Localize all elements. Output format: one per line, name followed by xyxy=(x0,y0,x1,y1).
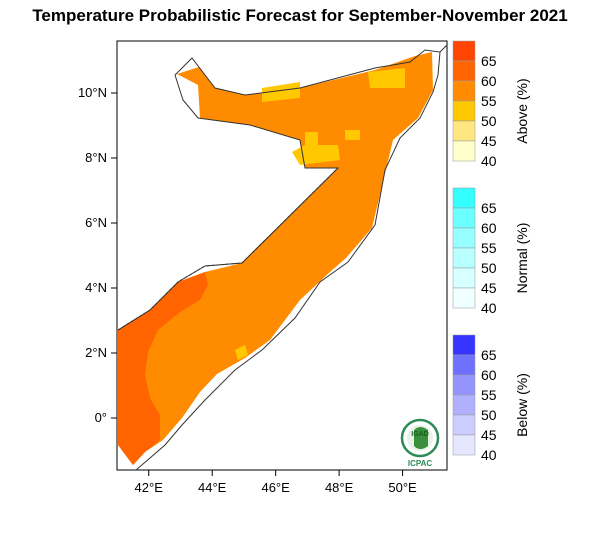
igad-icpac-logo: IGAD ICPAC xyxy=(400,418,440,468)
legend-swatch xyxy=(452,140,476,162)
legend-level-label: 45 xyxy=(481,427,497,443)
above-50-patch-central xyxy=(292,132,340,165)
neighbor-border-yemen xyxy=(439,44,448,53)
legend-swatch xyxy=(452,334,476,356)
neighbor-border-ethiopia xyxy=(117,167,339,331)
legend-level-label: 65 xyxy=(481,53,497,69)
legend-level-label: 65 xyxy=(481,200,497,216)
legend-level-label: 50 xyxy=(481,113,497,129)
y-tick-label: 8°N xyxy=(85,150,107,165)
x-axis: 42°E 44°E 46°E 48°E 50°E xyxy=(135,470,417,495)
legend-title: Below (%) xyxy=(514,373,530,437)
legend-title: Normal (%) xyxy=(514,223,530,294)
legend-level-label: 65 xyxy=(481,347,497,363)
legend-level-label: 50 xyxy=(481,260,497,276)
legend-swatch xyxy=(452,40,476,62)
y-tick-label: 0° xyxy=(95,410,107,425)
legend-swatch xyxy=(452,100,476,122)
y-tick-label: 2°N xyxy=(85,345,107,360)
above-60-region xyxy=(118,272,208,465)
somalia-coastline xyxy=(117,49,441,471)
legend-level-label: 55 xyxy=(481,387,497,403)
legend-swatch xyxy=(452,207,476,229)
legend-level-label: 40 xyxy=(481,153,497,169)
y-axis: 0° 2°N 4°N 6°N 8°N 10°N xyxy=(78,85,117,425)
map-title: Temperature Probabilistic Forecast for S… xyxy=(32,6,568,25)
legend-level-label: 60 xyxy=(481,73,497,89)
x-tick-label: 48°E xyxy=(325,480,354,495)
x-tick-label: 42°E xyxy=(135,480,164,495)
y-tick-label: 10°N xyxy=(78,85,107,100)
legend-swatch xyxy=(452,120,476,142)
legend-swatch xyxy=(452,354,476,376)
legend-level-label: 55 xyxy=(481,93,497,109)
legend-swatch xyxy=(452,80,476,102)
legend-level-label: 45 xyxy=(481,133,497,149)
somalia-above-region xyxy=(118,52,433,465)
legend-level-label: 55 xyxy=(481,240,497,256)
legend-swatch xyxy=(452,227,476,249)
above-50-patch-north xyxy=(262,82,300,102)
logo-text-top: IGAD xyxy=(411,431,429,438)
above-50-patch-south xyxy=(235,345,248,360)
legend-swatch xyxy=(452,414,476,436)
legend-swatch xyxy=(452,187,476,209)
above-50-patch-small xyxy=(345,130,360,140)
x-tick-label: 44°E xyxy=(198,480,227,495)
legend-swatch xyxy=(452,374,476,396)
legend-swatch xyxy=(452,434,476,456)
y-tick-label: 6°N xyxy=(85,215,107,230)
x-tick-label: 46°E xyxy=(261,480,290,495)
above-50-patch-ne xyxy=(368,68,405,88)
legend-swatch xyxy=(452,267,476,289)
x-tick-label: 50°E xyxy=(388,480,417,495)
legend-swatch xyxy=(452,247,476,269)
legend-level-label: 60 xyxy=(481,367,497,383)
legend-level-label: 60 xyxy=(481,220,497,236)
forecast-shading xyxy=(118,52,433,465)
legend-swatch xyxy=(452,60,476,82)
legend-swatch xyxy=(452,287,476,309)
legend-level-label: 40 xyxy=(481,447,497,463)
logo-text-bottom: ICPAC xyxy=(408,459,433,468)
legend: 65 60 55 50 45 40 Above (%) 65 60 55 50 45 40 Normal … xyxy=(452,40,530,463)
legend-level-label: 40 xyxy=(481,300,497,316)
legend-level-label: 50 xyxy=(481,407,497,423)
legend-swatch xyxy=(452,394,476,416)
legend-title: Above (%) xyxy=(514,78,530,143)
legend-level-label: 45 xyxy=(481,280,497,296)
y-tick-label: 4°N xyxy=(85,280,107,295)
